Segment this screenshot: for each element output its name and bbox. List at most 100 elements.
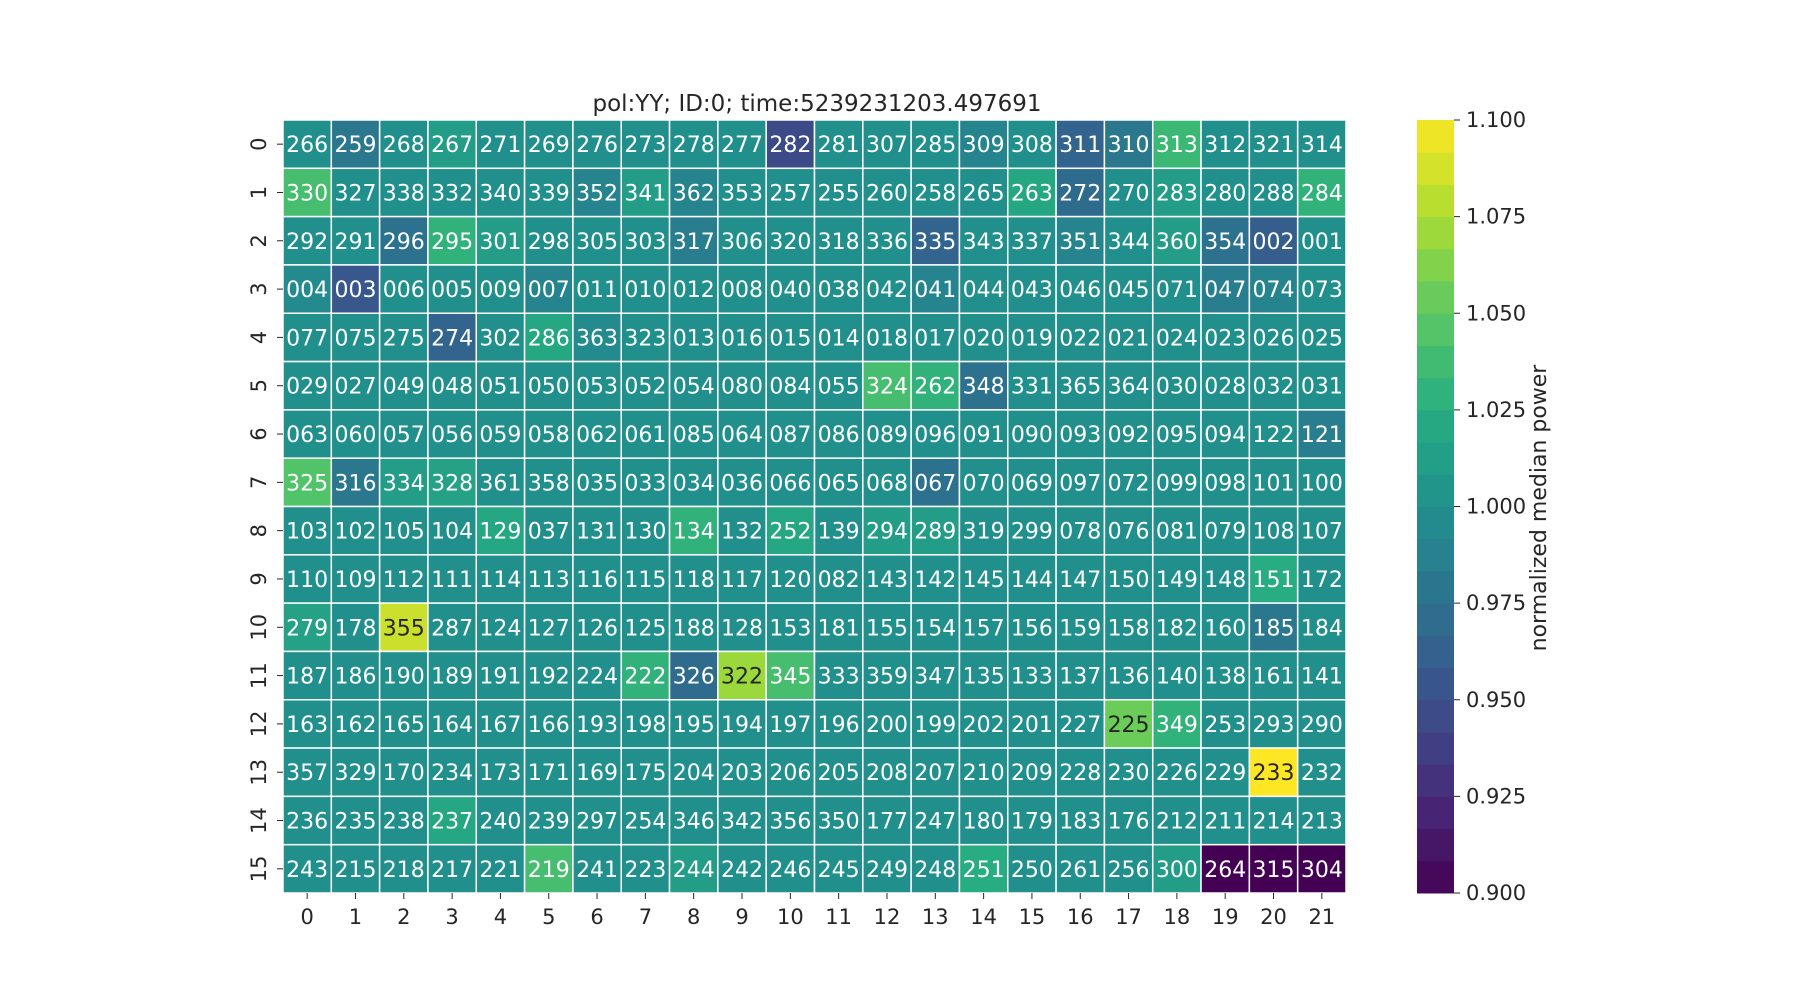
- heatmap-cell: [958, 167, 1009, 218]
- heatmap-cell: [668, 167, 719, 218]
- colorbar-segment: [1417, 313, 1454, 346]
- cell-label: 337: [1011, 230, 1053, 255]
- cell-label: 309: [963, 133, 1005, 158]
- cell-label: 230: [1108, 761, 1150, 786]
- heatmap-cell: [1007, 602, 1057, 653]
- heatmap-cell: [1151, 409, 1202, 459]
- cell-label: 277: [721, 133, 763, 158]
- cell-label: 175: [624, 761, 666, 786]
- cell-label: 286: [528, 326, 570, 351]
- heatmap-cell: [1248, 650, 1299, 701]
- cell-label: 361: [479, 471, 521, 496]
- heatmap-cell: [958, 795, 1009, 846]
- heatmap-cell: [1248, 699, 1299, 749]
- heatmap-cell: [813, 554, 864, 604]
- cell-label: 163: [286, 713, 328, 738]
- cell-label: 056: [431, 423, 473, 448]
- heatmap-cell: [330, 360, 381, 411]
- heatmap-cell: [910, 119, 961, 170]
- cell-label: 089: [866, 423, 908, 448]
- heatmap-cell: [330, 457, 381, 508]
- heatmap-cell: [717, 554, 767, 604]
- colorbar-segment: [1417, 248, 1454, 282]
- cell-label: 343: [963, 230, 1005, 255]
- cell-label: 183: [1059, 810, 1101, 835]
- cell-label: 340: [479, 181, 521, 206]
- x-tick-label: 12: [874, 905, 901, 929]
- cell-label: 211: [1204, 810, 1246, 835]
- cell-label: 223: [624, 858, 666, 883]
- heatmap-cell: [620, 795, 671, 846]
- x-tick-label: 21: [1308, 905, 1335, 929]
- colorbar-segment: [1417, 281, 1454, 314]
- heatmap-cell: [475, 650, 526, 701]
- heatmap-cell: [1200, 215, 1251, 266]
- heatmap-cell: [1200, 699, 1251, 749]
- heatmap-cell: [717, 602, 767, 653]
- heatmap-cell: [910, 312, 961, 363]
- cell-label: 284: [1301, 181, 1343, 206]
- heatmap-cell: [1055, 505, 1106, 556]
- cell-label: 215: [334, 858, 376, 883]
- heatmap-cell: [1151, 650, 1202, 701]
- heatmap-cell: [1248, 505, 1299, 556]
- cell-label: 228: [1059, 761, 1101, 786]
- colorbar-segment: [1417, 377, 1454, 411]
- heatmap-cell: [1103, 505, 1154, 556]
- cell-label: 197: [769, 713, 811, 738]
- colorbar-tick-label: 0.950: [1466, 688, 1526, 712]
- colorbar-segment: [1417, 699, 1454, 733]
- cell-label: 127: [528, 616, 570, 641]
- heatmap-cell: [717, 795, 767, 846]
- cell-label: 184: [1301, 616, 1343, 641]
- heatmap-cell: [910, 795, 961, 846]
- cell-label: 198: [624, 713, 666, 738]
- cell-label: 136: [1108, 665, 1150, 690]
- cell-label: 114: [479, 568, 521, 593]
- colorbar-segment: [1417, 345, 1454, 379]
- cell-label: 229: [1204, 761, 1246, 786]
- cell-label: 321: [1253, 133, 1295, 158]
- cell-label: 192: [528, 665, 570, 690]
- cell-label: 130: [624, 520, 666, 545]
- cell-label: 307: [866, 133, 908, 158]
- heatmap-cell: [1151, 119, 1202, 170]
- cell-label: 341: [624, 181, 666, 206]
- cell-label: 221: [479, 858, 521, 883]
- heatmap-cell: [378, 264, 429, 314]
- heatmap-cell: [910, 167, 961, 218]
- heatmap-cell: [620, 457, 671, 508]
- heatmap-cell: [1296, 457, 1347, 508]
- heatmap-cell: [330, 602, 381, 653]
- heatmap-cell: [1296, 409, 1347, 459]
- cell-label: 158: [1108, 616, 1150, 641]
- cell-label: 303: [624, 230, 666, 255]
- heatmap-cell: [330, 747, 381, 798]
- cell-label: 355: [383, 616, 425, 641]
- cell-label: 126: [576, 616, 618, 641]
- cell-label: 350: [818, 810, 860, 835]
- cell-label: 283: [1156, 181, 1198, 206]
- cell-label: 110: [286, 568, 328, 593]
- cell-label: 345: [769, 665, 811, 690]
- cell-label: 212: [1156, 810, 1198, 835]
- cell-label: 150: [1108, 568, 1150, 593]
- cell-label: 278: [673, 133, 715, 158]
- cell-label: 280: [1204, 181, 1246, 206]
- cell-label: 239: [528, 810, 570, 835]
- cell-label: 290: [1301, 713, 1343, 738]
- cell-label: 186: [334, 665, 376, 690]
- cell-label: 255: [818, 181, 860, 206]
- heatmap-cell: [1296, 747, 1347, 798]
- heatmap-cell: [282, 699, 333, 749]
- cell-label: 072: [1108, 471, 1150, 496]
- cell-label: 139: [818, 520, 860, 545]
- cell-label: 096: [914, 423, 956, 448]
- cell-label: 160: [1204, 616, 1246, 641]
- cell-label: 113: [528, 568, 570, 593]
- colorbar-segment: [1417, 764, 1454, 797]
- heatmap-cell: [813, 264, 864, 314]
- cell-label: 326: [673, 665, 715, 690]
- heatmap-cell: [1055, 747, 1106, 798]
